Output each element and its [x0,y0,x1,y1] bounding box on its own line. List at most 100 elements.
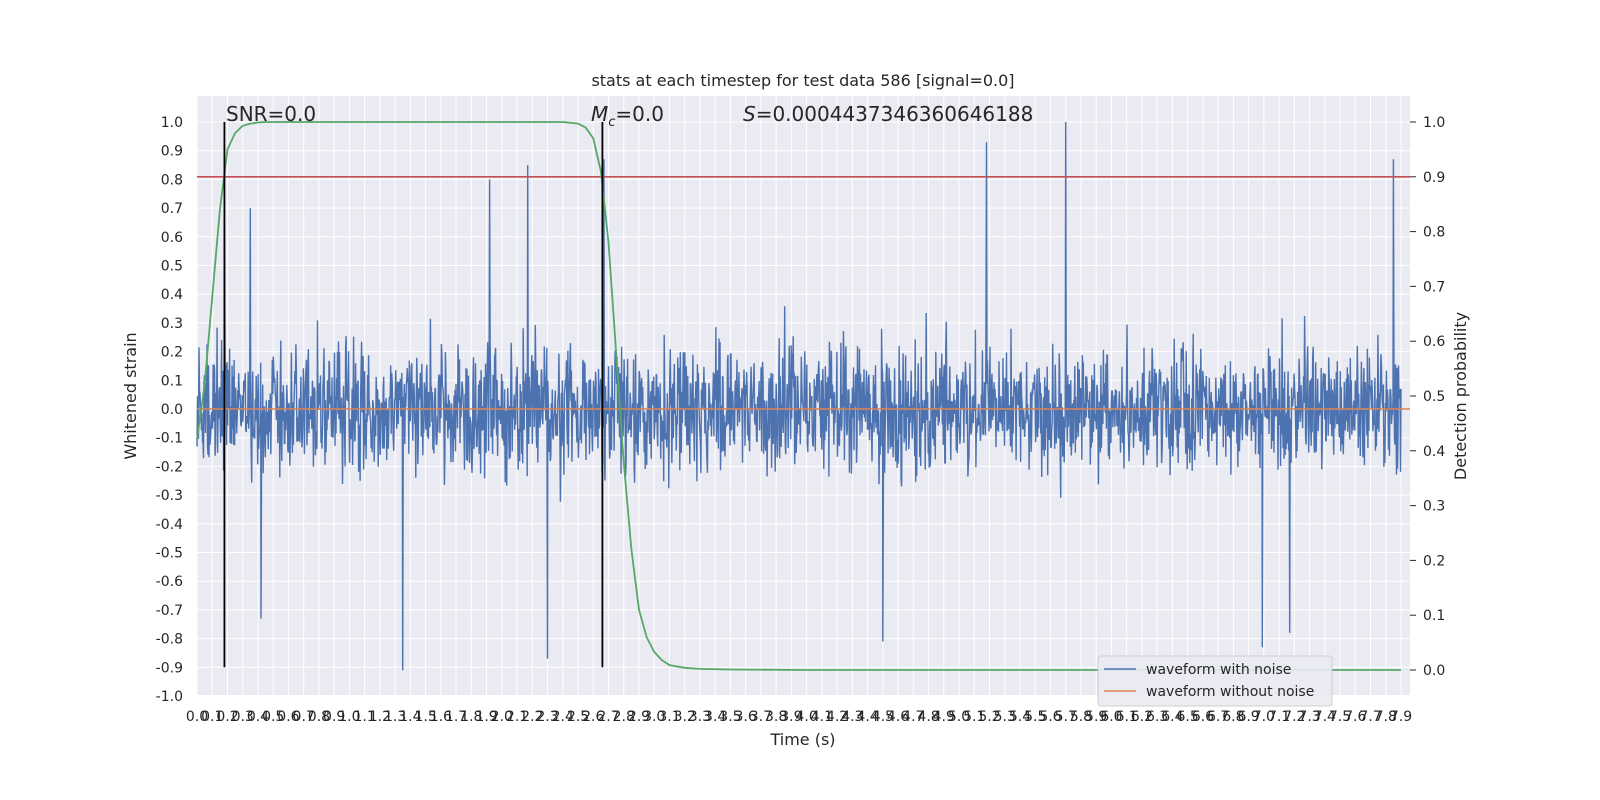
legend: waveform with noise waveform without noi… [1097,655,1333,707]
x-tick-label: 4.8 [917,709,939,725]
y-left-axis-label: Whitened strain [121,332,140,459]
x-tick-label: 5.4 [1009,709,1031,725]
x-tick-label: 5.5 [1024,709,1046,725]
x-tick-label: 5.0 [948,709,970,725]
x-tick-label: 4.9 [933,709,955,725]
x-tick-label: 6.6 [1192,709,1214,725]
chirp-mass-subscript: c [608,115,615,130]
x-tick-label: 1.8 [460,709,482,725]
x-tick-label: 7.4 [1314,709,1336,725]
x-tick-label: 4.3 [841,709,863,725]
x-tick-label: 0.4 [247,709,269,725]
x-tick-label: 1.3 [384,709,406,725]
x-tick-label: 5.9 [1085,709,1107,725]
x-tick-label: 5.7 [1055,709,1077,725]
x-tick-label: 0.8 [308,709,330,725]
x-tick-label: 6.0 [1100,709,1122,725]
x-tick-label: 1.6 [430,709,452,725]
x-tick-label: 6.5 [1177,709,1199,725]
y-right-tick-label: 0.4 [1423,444,1445,460]
s-value: =0.0004437346360646188 [756,102,1034,126]
x-tick-label: 7.9 [1390,709,1412,725]
y-right-tick-label: 0.1 [1423,608,1445,624]
series-lines [196,121,1410,671]
x-tick-label: 2.9 [628,709,650,725]
x-tick-label: 0.2 [216,709,238,725]
chirp-mass-symbol: M [591,102,608,126]
x-tick-label: 0.7 [293,709,315,725]
x-tick-label: 6.2 [1131,709,1153,725]
x-tick-label: 5.8 [1070,709,1092,725]
y-left-tick-label: 0.9 [161,144,183,160]
y-left-tick-label: -0.5 [156,546,183,562]
x-tick-label: 2.2 [521,709,543,725]
x-tick-label: 3.1 [658,709,680,725]
x-tick-label: 7.0 [1253,709,1275,725]
x-tick-label: 3.3 [689,709,711,725]
y-left-tick-label: 0.4 [161,287,183,303]
chirp-mass-annotation: Mc=0.0 [591,102,664,130]
y-left-tick-label: -0.2 [156,459,183,475]
x-tick-label: 3.8 [765,709,787,725]
x-tick-label: 6.7 [1207,709,1229,725]
y-right-tick-label: 0.0 [1423,663,1445,679]
x-tick-label: 1.2 [369,709,391,725]
x-tick-label: 3.9 [780,709,802,725]
y-left-tick-label: -0.9 [156,660,183,676]
x-tick-label: 2.5 [567,709,589,725]
legend-box [1097,655,1333,707]
x-tick-labels: 0.00.10.20.30.40.50.60.70.80.91.01.11.21… [186,709,1412,725]
y-left-tick-label: -0.4 [156,517,183,533]
y-right-tick-label: 0.3 [1423,499,1445,515]
x-tick-label: 3.4 [704,709,726,725]
y-left-tick-label: -0.3 [156,488,183,504]
x-tick-label: 0.6 [277,709,299,725]
x-tick-label: 5.3 [994,709,1016,725]
y-right-tick-label: 0.2 [1423,553,1445,569]
y-left-tick-label: 0.8 [161,172,183,188]
x-tick-label: 4.1 [811,709,833,725]
x-tick-label: 7.2 [1283,709,1305,725]
x-tick-label: 7.7 [1359,709,1381,725]
x-tick-label: 6.1 [1116,709,1138,725]
x-tick-label: 0.9 [323,709,345,725]
x-tick-label: 2.1 [506,709,528,725]
x-axis-label: Time (s) [769,730,835,749]
y-left-tick-label: 0.5 [161,259,183,275]
x-tick-label: 4.7 [902,709,924,725]
x-tick-label: 4.5 [872,709,894,725]
y-right-tick-labels: 0.0 0.1 0.2 0.3 0.4 0.5 0.6 0.7 0.8 0.9 1.0 [1410,115,1445,679]
y-left-tick-label: 0.7 [161,201,183,217]
y-left-tick-label: 0.2 [161,345,183,361]
x-tick-label: 2.8 [613,709,635,725]
y-right-tick-label: 0.5 [1423,389,1445,405]
chirp-mass-value: =0.0 [615,102,664,126]
x-tick-label: 2.3 [536,709,558,725]
y-left-tick-label: -0.8 [156,632,183,648]
x-tick-label: 4.4 [856,709,878,725]
y-right-tick-label: 0.8 [1423,225,1445,241]
y-left-tick-label: 0.6 [161,230,183,246]
x-tick-label: 6.8 [1222,709,1244,725]
y-left-tick-label: -1.0 [156,689,183,705]
y-right-tick-label: 1.0 [1423,115,1445,131]
y-left-tick-label: -0.7 [156,603,183,619]
chart-title: stats at each timestep for test data 586… [591,71,1014,90]
x-tick-label: 1.0 [338,709,360,725]
x-tick-label: 6.4 [1161,709,1183,725]
x-tick-label: 0.1 [201,709,223,725]
y-left-tick-label: -0.6 [156,574,183,590]
x-tick-label: 7.5 [1329,709,1351,725]
x-tick-label: 4.0 [795,709,817,725]
y-left-tick-label: 1.0 [161,115,183,131]
x-tick-label: 3.5 [719,709,741,725]
s-symbol: S [743,102,756,126]
series-waveform-with-noise [196,121,1402,671]
legend-label-clean: waveform without noise [1146,684,1314,700]
x-tick-label: 7.1 [1268,709,1290,725]
x-tick-label: 6.9 [1237,709,1259,725]
x-tick-label: 3.2 [674,709,696,725]
x-tick-label: 5.2 [978,709,1000,725]
y-left-tick-label: 0.3 [161,316,183,332]
